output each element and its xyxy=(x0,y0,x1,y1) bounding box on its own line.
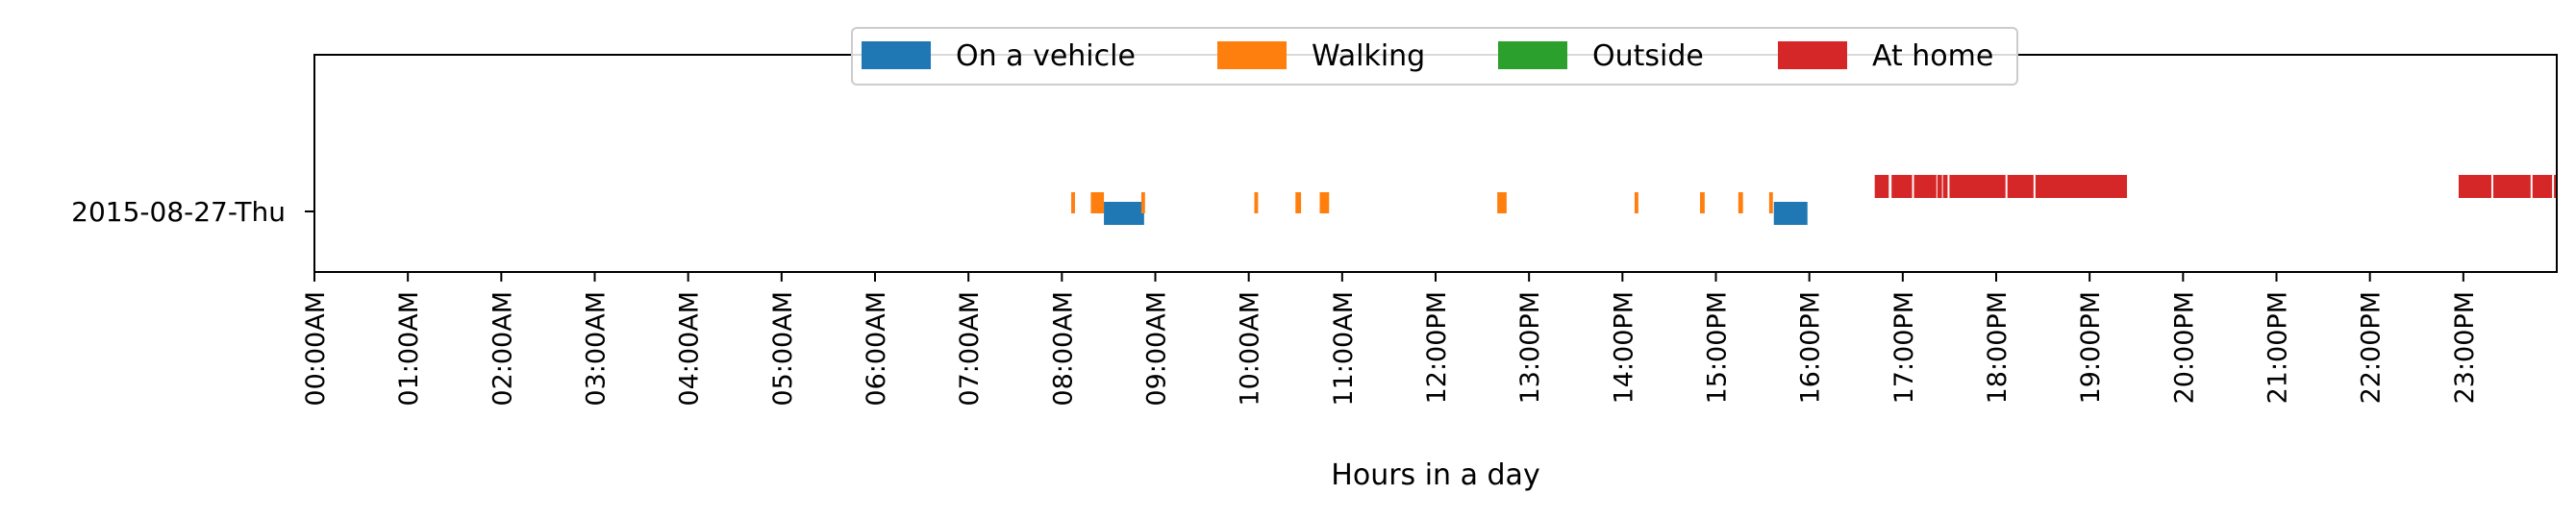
x-tick-label: 09:00AM xyxy=(1142,291,1172,407)
bar-walking-5 xyxy=(1319,192,1330,213)
legend-swatch-outside xyxy=(1498,41,1567,69)
x-tick-label: 14:00PM xyxy=(1609,291,1638,404)
x-tick-label: 08:00AM xyxy=(1048,291,1078,407)
bar-at-home-0 xyxy=(1874,175,1889,198)
bar-walking-6 xyxy=(1497,192,1507,213)
bar-walking-10 xyxy=(1768,192,1773,213)
bar-walking-2 xyxy=(1140,192,1145,213)
x-tick-label: 04:00AM xyxy=(675,291,705,407)
x-tick-label: 12:00PM xyxy=(1422,291,1452,404)
legend-label: Outside xyxy=(1592,39,1704,73)
x-tick-label: 06:00AM xyxy=(862,291,891,407)
activity-marks xyxy=(1071,175,2558,225)
x-tick-label: 21:00PM xyxy=(2263,291,2293,404)
legend-label: Walking xyxy=(1312,39,1425,73)
bar-at-home-7 xyxy=(2035,175,2128,198)
legend-swatch-at-home xyxy=(1778,41,1847,69)
x-tick-label: 20:00PM xyxy=(2169,291,2199,404)
x-tick-label: 23:00PM xyxy=(2450,291,2480,404)
bar-at-home-8 xyxy=(2458,175,2491,198)
bar-at-home-10 xyxy=(2532,175,2553,198)
legend-box xyxy=(851,27,2018,86)
x-tick-label: 01:00AM xyxy=(394,291,424,407)
plot-frame xyxy=(313,54,2558,273)
legend-swatch-on-a-vehicle xyxy=(862,41,931,69)
bar-at-home-9 xyxy=(2492,175,2531,198)
x-tick-label: 02:00AM xyxy=(488,291,517,407)
x-axis-label: Hours in a day xyxy=(1331,458,1539,492)
x-tick-label: 11:00AM xyxy=(1329,291,1359,407)
x-tick-label: 15:00PM xyxy=(1703,291,1733,404)
bar-walking-0 xyxy=(1071,192,1075,213)
legend: On a vehicle Walking Outside At home xyxy=(851,27,2018,86)
x-tick-label: 19:00PM xyxy=(2076,291,2106,404)
legend-label: At home xyxy=(1872,39,1993,73)
bar-at-home-5 xyxy=(1949,175,2006,198)
bar-walking-8 xyxy=(1699,192,1705,213)
x-tick-label: 18:00PM xyxy=(1983,291,2013,404)
legend-label: On a vehicle xyxy=(956,39,1136,73)
bar-on-a-vehicle-0 xyxy=(1104,202,1144,225)
bar-at-home-3 xyxy=(1937,175,1942,198)
x-tick-label: 17:00PM xyxy=(1889,291,1919,404)
y-axis: 2015-08-27-Thu xyxy=(71,196,314,228)
x-tick-label: 05:00AM xyxy=(768,291,798,407)
x-tick-label: 22:00PM xyxy=(2357,291,2387,404)
legend-swatch-walking xyxy=(1217,41,1287,69)
bar-walking-7 xyxy=(1634,192,1638,213)
x-axis: 00:00AM 01:00AM 02:00AM 03:00AM 04:00AM 05:00… xyxy=(301,272,2480,407)
x-tick-label: 10:00AM xyxy=(1236,291,1265,407)
bar-walking-1 xyxy=(1090,192,1105,213)
bar-at-home-4 xyxy=(1942,175,1948,198)
bar-at-home-6 xyxy=(2007,175,2034,198)
bar-walking-3 xyxy=(1254,192,1259,213)
y-tick-label: 2015-08-27-Thu xyxy=(71,196,286,228)
x-tick-label: 00:00AM xyxy=(301,291,331,407)
bar-walking-4 xyxy=(1295,192,1302,213)
x-tick-label: 16:00PM xyxy=(1796,291,1826,404)
bar-at-home-1 xyxy=(1891,175,1913,198)
x-tick-label: 03:00AM xyxy=(582,291,612,407)
bar-on-a-vehicle-1 xyxy=(1773,202,1808,225)
bar-walking-9 xyxy=(1738,192,1743,213)
bar-at-home-2 xyxy=(1913,175,1937,198)
x-tick-label: 13:00PM xyxy=(1515,291,1545,404)
x-tick-label: 07:00AM xyxy=(955,291,985,407)
bar-at-home-11 xyxy=(2554,175,2558,198)
